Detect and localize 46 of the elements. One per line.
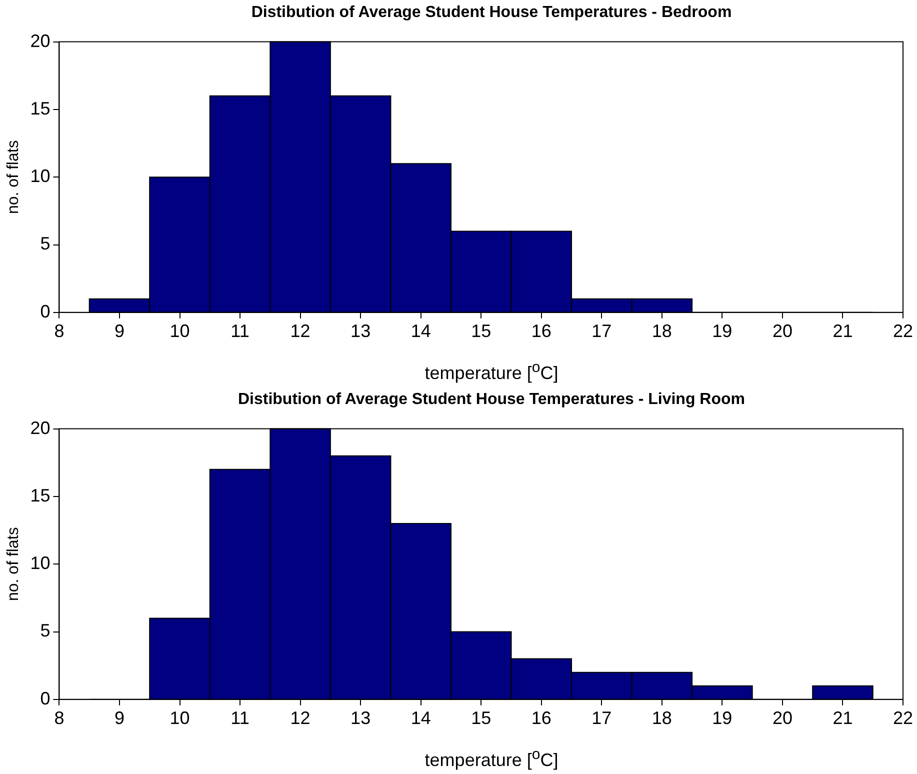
x-axis-title: temperature [$^{o}$C] bbox=[424, 746, 560, 771]
x-tick-label: 16 bbox=[531, 708, 552, 728]
chart-title: Distibution of Average Student House Temperatures - Bedroom bbox=[250, 4, 733, 22]
x-tick-label: 22 bbox=[892, 321, 914, 342]
y-tick-label: 20 bbox=[30, 418, 50, 438]
x-tick-label: 13 bbox=[350, 708, 371, 728]
x-axis-title: temperature [$^{o}$C] bbox=[424, 359, 560, 384]
x-tick-label: 19 bbox=[712, 321, 732, 342]
x-tick-label: 19 bbox=[712, 708, 732, 728]
x-tick-label: 16 bbox=[531, 321, 552, 342]
x-tick-label: 20 bbox=[772, 321, 792, 342]
x-tick-label: 12 bbox=[290, 708, 310, 728]
x-tick-label: 11 bbox=[230, 708, 250, 728]
x-tick-label: 9 bbox=[114, 321, 124, 342]
x-tick-label: 22 bbox=[892, 708, 914, 728]
y-tick-label: 20 bbox=[30, 30, 50, 51]
x-tick-label: 17 bbox=[592, 708, 612, 728]
x-tick-label: 9 bbox=[114, 708, 124, 728]
x-tick-label: 15 bbox=[471, 321, 492, 342]
y-axis-title: no. of flats bbox=[5, 527, 22, 602]
x-tick-label: 21 bbox=[832, 708, 853, 728]
chart-title: Distibution of Average Student House Temperatures - Living Room bbox=[236, 391, 746, 409]
x-tick-label: 21 bbox=[832, 321, 853, 342]
y-tick-label: 15 bbox=[30, 485, 50, 506]
x-tick-label: 11 bbox=[230, 321, 250, 342]
x-tick-label: 18 bbox=[652, 321, 672, 342]
x-tick-label: 12 bbox=[290, 321, 310, 342]
x-tick-label: 17 bbox=[592, 321, 612, 342]
x-tick-label: 20 bbox=[772, 708, 792, 728]
x-tick-label: 10 bbox=[170, 708, 190, 728]
y-tick-label: 0 bbox=[40, 301, 50, 322]
y-tick-label: 10 bbox=[30, 553, 50, 574]
x-tick-label: 15 bbox=[471, 708, 492, 728]
y-tick-label: 5 bbox=[40, 234, 50, 254]
x-tick-label: 18 bbox=[652, 708, 672, 728]
y-tick-label: 10 bbox=[30, 166, 50, 186]
x-tick-label: 14 bbox=[410, 321, 431, 342]
y-tick-label: 0 bbox=[40, 688, 50, 708]
y-tick-label: 15 bbox=[30, 98, 50, 118]
y-tick-label: 5 bbox=[40, 620, 50, 641]
x-tick-label: 10 bbox=[170, 321, 190, 342]
x-tick-label: 13 bbox=[350, 321, 371, 342]
y-axis-title: no. of flats bbox=[5, 140, 22, 214]
x-tick-label: 8 bbox=[54, 708, 64, 728]
x-tick-label: 8 bbox=[54, 321, 64, 342]
x-tick-label: 14 bbox=[410, 708, 431, 728]
